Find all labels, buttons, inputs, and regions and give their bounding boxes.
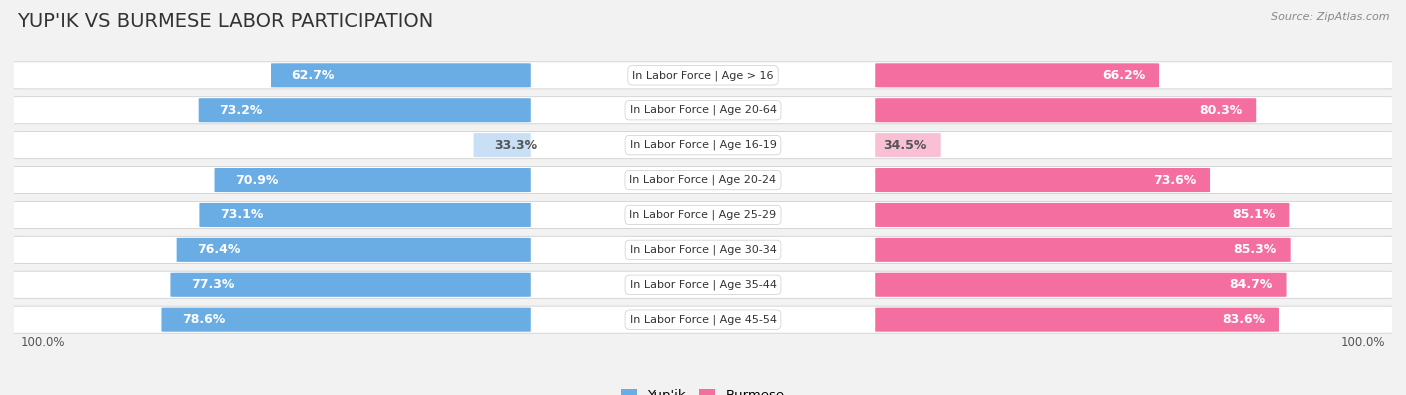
FancyBboxPatch shape	[875, 238, 1291, 262]
FancyBboxPatch shape	[10, 201, 1396, 228]
Text: 100.0%: 100.0%	[1340, 336, 1385, 349]
FancyBboxPatch shape	[875, 203, 1289, 227]
FancyBboxPatch shape	[271, 63, 531, 87]
FancyBboxPatch shape	[177, 238, 531, 262]
FancyBboxPatch shape	[875, 98, 1256, 122]
Text: In Labor Force | Age > 16: In Labor Force | Age > 16	[633, 70, 773, 81]
Text: 34.5%: 34.5%	[883, 139, 927, 152]
FancyBboxPatch shape	[875, 273, 1286, 297]
FancyBboxPatch shape	[10, 236, 1396, 263]
FancyBboxPatch shape	[474, 133, 531, 157]
Text: In Labor Force | Age 20-24: In Labor Force | Age 20-24	[630, 175, 776, 185]
Text: 66.2%: 66.2%	[1102, 69, 1146, 82]
FancyBboxPatch shape	[875, 63, 1159, 87]
Text: 85.1%: 85.1%	[1232, 209, 1275, 222]
Text: YUP'IK VS BURMESE LABOR PARTICIPATION: YUP'IK VS BURMESE LABOR PARTICIPATION	[17, 12, 433, 31]
Text: 62.7%: 62.7%	[291, 69, 335, 82]
Text: 33.3%: 33.3%	[495, 139, 537, 152]
Text: In Labor Force | Age 16-19: In Labor Force | Age 16-19	[630, 140, 776, 150]
Legend: Yup'ik, Burmese: Yup'ik, Burmese	[616, 384, 790, 395]
FancyBboxPatch shape	[10, 167, 1396, 194]
Text: In Labor Force | Age 25-29: In Labor Force | Age 25-29	[630, 210, 776, 220]
Text: 73.2%: 73.2%	[219, 104, 263, 117]
FancyBboxPatch shape	[200, 203, 531, 227]
Text: 85.3%: 85.3%	[1233, 243, 1277, 256]
FancyBboxPatch shape	[198, 98, 531, 122]
Text: 73.1%: 73.1%	[221, 209, 263, 222]
Text: 84.7%: 84.7%	[1229, 278, 1272, 291]
Text: 73.6%: 73.6%	[1153, 173, 1197, 186]
FancyBboxPatch shape	[875, 168, 1211, 192]
FancyBboxPatch shape	[10, 132, 1396, 159]
FancyBboxPatch shape	[10, 97, 1396, 124]
FancyBboxPatch shape	[875, 308, 1279, 332]
FancyBboxPatch shape	[162, 308, 531, 332]
FancyBboxPatch shape	[170, 273, 531, 297]
Text: 70.9%: 70.9%	[235, 173, 278, 186]
Text: In Labor Force | Age 20-64: In Labor Force | Age 20-64	[630, 105, 776, 115]
Text: 83.6%: 83.6%	[1222, 313, 1265, 326]
Text: 76.4%: 76.4%	[197, 243, 240, 256]
FancyBboxPatch shape	[10, 306, 1396, 333]
Text: 78.6%: 78.6%	[183, 313, 225, 326]
Text: 100.0%: 100.0%	[21, 336, 66, 349]
Text: 80.3%: 80.3%	[1199, 104, 1243, 117]
Text: In Labor Force | Age 30-34: In Labor Force | Age 30-34	[630, 245, 776, 255]
FancyBboxPatch shape	[215, 168, 531, 192]
FancyBboxPatch shape	[875, 133, 941, 157]
Text: In Labor Force | Age 45-54: In Labor Force | Age 45-54	[630, 314, 776, 325]
FancyBboxPatch shape	[10, 62, 1396, 89]
Text: 77.3%: 77.3%	[191, 278, 235, 291]
Text: In Labor Force | Age 35-44: In Labor Force | Age 35-44	[630, 280, 776, 290]
Text: Source: ZipAtlas.com: Source: ZipAtlas.com	[1271, 12, 1389, 22]
FancyBboxPatch shape	[10, 271, 1396, 298]
